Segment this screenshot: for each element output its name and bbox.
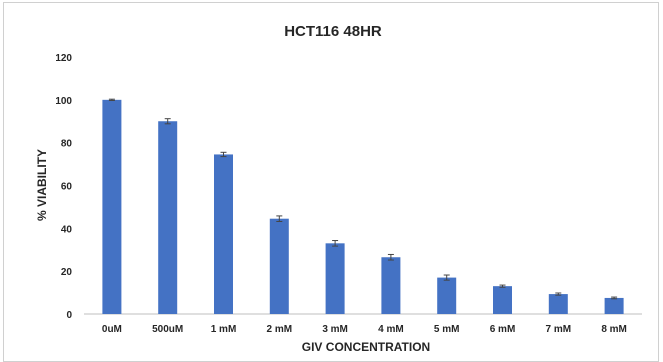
bar [493,286,512,314]
bar [325,243,345,314]
y-axis-ticks: 0 20 40 60 80 100 120 [55,53,72,321]
y-tick-label: 40 [61,224,73,235]
bar [548,294,568,314]
x-axis-label: GIV CONCENTRATION [302,340,430,354]
error-bar [108,98,115,101]
error-bar [387,253,394,261]
x-tick-label: 0uM [102,324,122,335]
y-tick-label: 100 [55,96,72,107]
error-bar [164,118,171,125]
bar [604,297,624,314]
bar [102,99,122,314]
x-tick-label: 500uM [152,324,183,335]
bar [437,277,457,314]
y-tick-label: 20 [61,267,73,278]
error-bar [499,284,506,288]
error-bar [555,292,562,296]
error-bar [443,274,450,281]
y-tick-label: 120 [55,53,72,64]
x-tick-label: 2 mM [267,324,293,335]
y-tick-label: 80 [61,139,73,150]
x-tick-label: 7 mM [546,324,572,335]
bar-chart: HCT116 48HR % VIABILITY GIV CONCENTRATIO… [35,23,642,354]
bar [158,121,178,314]
x-tick-label: 1 mM [211,324,237,335]
y-tick-label: 60 [61,182,73,193]
x-axis-ticks: 0uM 500uM 1 mM 2 mM 3 mM 4 mM 5 mM 6 mM 7 mM 8 mM [102,324,627,335]
x-tick-label: 4 mM [378,324,404,335]
error-bar [332,240,339,247]
y-axis-label: % VIABILITY [35,149,49,221]
bar [381,257,401,314]
chart-title: HCT116 48HR [284,23,382,40]
bars-group [102,98,624,314]
y-tick-label: 0 [66,310,72,321]
x-tick-label: 5 mM [434,324,460,335]
x-tick-label: 3 mM [322,324,348,335]
bar [214,154,233,314]
x-tick-label: 6 mM [490,324,516,335]
bar [269,218,289,314]
error-bar [611,296,618,300]
error-bar [220,151,227,158]
x-tick-label: 8 mM [601,324,627,335]
error-bar [276,215,283,222]
